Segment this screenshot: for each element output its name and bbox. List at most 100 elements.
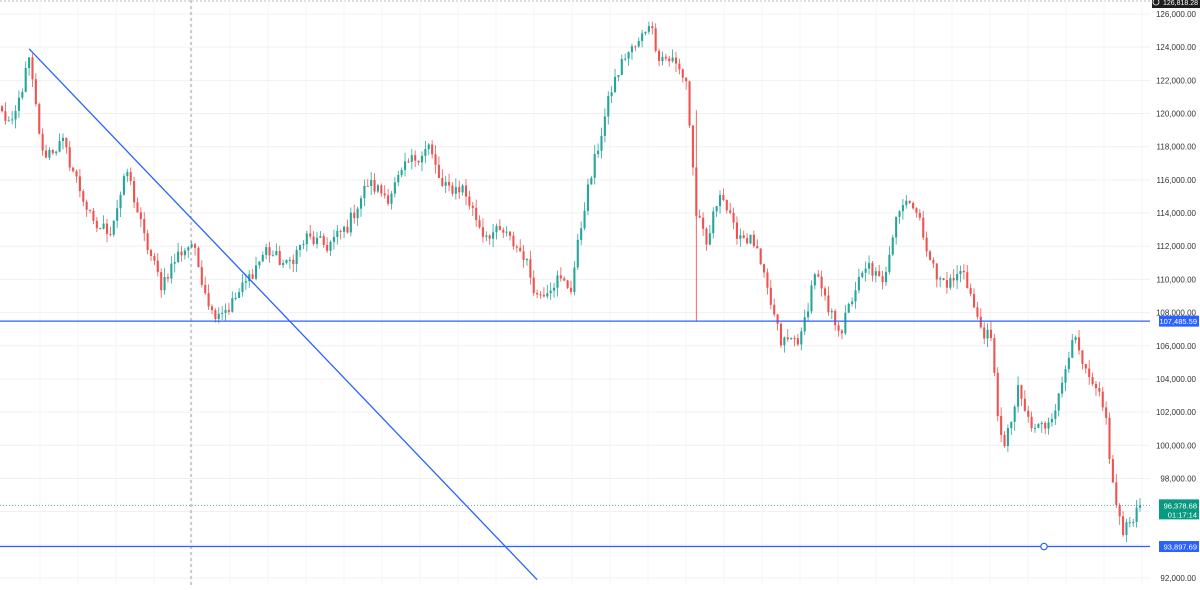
candle-body [231, 298, 234, 312]
candle-body [553, 287, 556, 291]
candle-body [119, 194, 122, 209]
candle-body [353, 212, 356, 219]
candle-body [881, 276, 884, 283]
candle-body [830, 310, 833, 313]
drawing-layer[interactable] [0, 48, 1150, 581]
candle-body [949, 278, 952, 288]
candle [664, 53, 667, 62]
candle-body [945, 280, 948, 288]
candle [630, 43, 634, 60]
candle-body [133, 181, 136, 203]
candle-body [983, 327, 986, 339]
candle-body [851, 301, 854, 304]
trendline[interactable] [28, 48, 538, 581]
candle-body [505, 231, 508, 233]
candle-body [434, 154, 437, 165]
candle-body [583, 210, 586, 229]
candle [434, 145, 437, 174]
candle [851, 297, 854, 307]
candle [146, 229, 149, 255]
candle-body [532, 277, 535, 293]
candle [685, 77, 688, 90]
candle [278, 245, 281, 266]
candle-body [807, 311, 810, 318]
candle-body [857, 276, 860, 291]
candle [502, 227, 505, 238]
candle-body [681, 69, 684, 78]
candle-body [976, 307, 979, 317]
candle [258, 261, 261, 269]
candle-body [901, 205, 904, 212]
candle-body [925, 237, 928, 252]
candle-body [0, 106, 4, 112]
candle-body [1033, 427, 1037, 429]
candle-body [725, 199, 728, 211]
candle [1020, 384, 1023, 407]
candle-body [437, 164, 440, 178]
candle [583, 202, 586, 231]
candle-body [21, 91, 24, 98]
price-axis[interactable]: 92,000.0094,000.0096,000.0098,000.00100,… [1152, 0, 1200, 583]
line-price-label: 93,897.69 [1159, 541, 1199, 553]
candle [177, 242, 180, 264]
candle-body [319, 236, 322, 238]
candle [1071, 334, 1074, 359]
line-handle[interactable] [1040, 542, 1048, 551]
candle-body [139, 212, 142, 220]
candle-body [624, 58, 627, 60]
candle [1132, 518, 1135, 527]
candle [949, 274, 952, 290]
candle-body [715, 206, 718, 212]
candle-body [1128, 522, 1131, 524]
candle-body [664, 56, 667, 59]
candle [82, 189, 85, 207]
candle [918, 209, 921, 221]
candle [403, 152, 407, 177]
candle-body [688, 81, 691, 126]
candle-body [671, 57, 674, 62]
candle [38, 102, 41, 135]
candle-body [149, 250, 153, 256]
candle [468, 190, 471, 210]
top-price-label-text: 126,818.28 [1163, 0, 1198, 7]
candle-body [207, 293, 210, 307]
candle-body [1138, 505, 1142, 508]
candle [302, 240, 305, 250]
candle [414, 150, 417, 168]
candle-body [1017, 385, 1020, 407]
candle-body [1030, 416, 1033, 429]
line-price-label: 107,485.59 [1159, 315, 1199, 327]
candle [749, 234, 752, 245]
candle-body [576, 239, 579, 268]
candle-body [593, 154, 596, 178]
candle-body [95, 220, 98, 229]
candle [627, 51, 630, 66]
candle-body [68, 147, 71, 168]
candle-body [698, 215, 701, 218]
candle-body [603, 116, 606, 136]
candle [847, 302, 850, 314]
candle [0, 105, 4, 113]
candle [1105, 401, 1108, 425]
candle-body [597, 150, 600, 155]
candle-body [305, 233, 308, 245]
candle [553, 282, 556, 298]
candle [739, 228, 742, 247]
candle-body [282, 263, 285, 266]
candle [231, 291, 234, 313]
candle [326, 237, 329, 253]
candle-body [515, 246, 518, 248]
candle [454, 178, 457, 200]
candle-body [813, 274, 816, 286]
candle [241, 273, 244, 297]
y-tick-label: 114,000.00 [1157, 209, 1197, 218]
candle-body [400, 169, 403, 176]
candle [769, 280, 772, 310]
candle-body [935, 263, 938, 280]
candle-body [661, 56, 664, 61]
candle [346, 219, 349, 234]
y-tick-label: 100,000.00 [1156, 441, 1197, 450]
candle-body [691, 125, 694, 168]
